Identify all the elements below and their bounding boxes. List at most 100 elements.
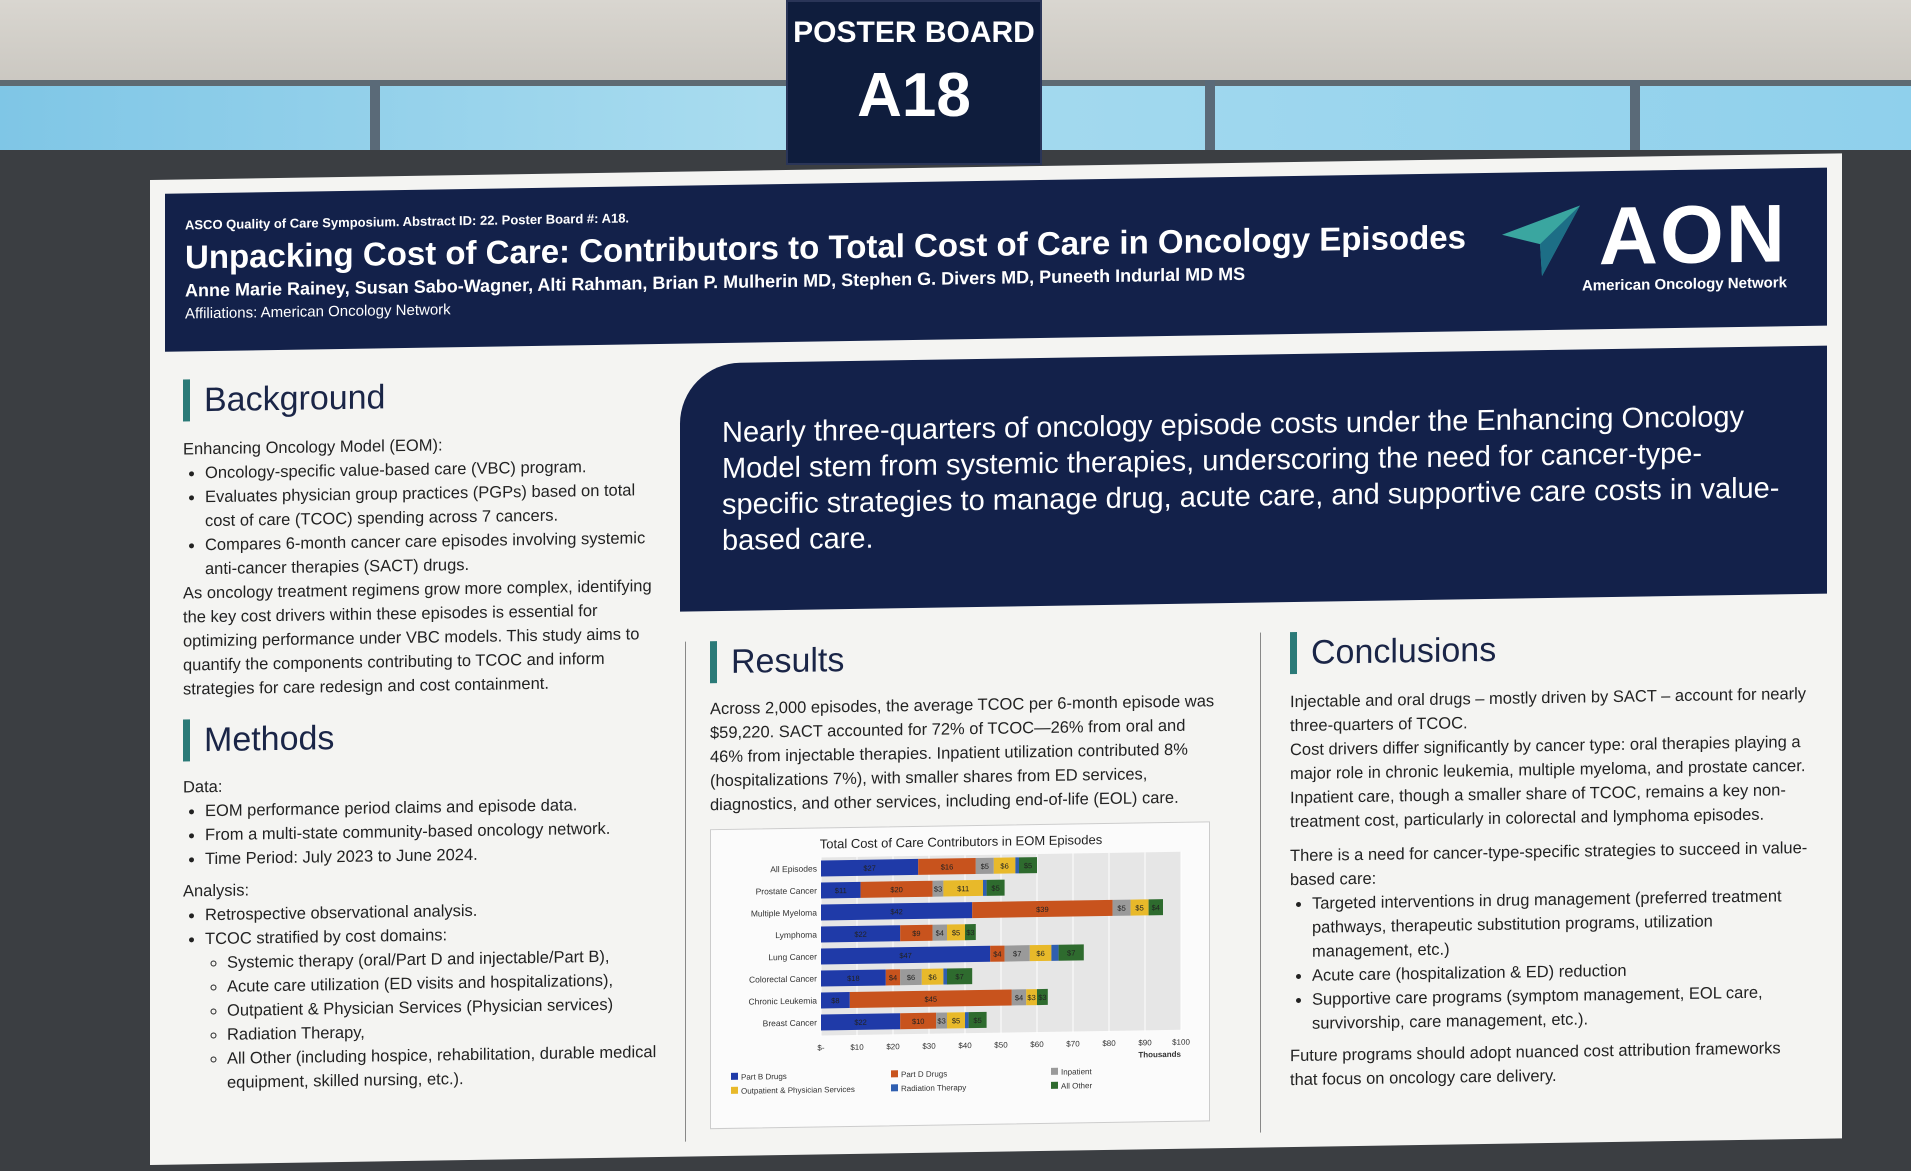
bar-segment (932, 880, 944, 897)
bar-segment (918, 858, 976, 875)
results-heading: Results (710, 633, 1220, 684)
logo-subtitle: American Oncology Network (1581, 274, 1787, 295)
data-label: $11 (835, 886, 847, 895)
bar-segment (1148, 899, 1164, 916)
data-label: $9 (912, 929, 920, 938)
bar-segment (1112, 899, 1131, 916)
data-label: $11 (957, 884, 969, 893)
bar-segment (821, 925, 901, 943)
bar-segment (1015, 857, 1019, 874)
bar-segment (821, 992, 850, 1009)
x-tick-label: $- (817, 1043, 824, 1052)
x-tick-label: $100 (1172, 1038, 1190, 1047)
data-label: $7 (1067, 948, 1075, 957)
bar-segment (983, 879, 987, 896)
bar-segment (1130, 899, 1149, 916)
bar-segment (1004, 945, 1030, 962)
conclusion-p2: Cost drivers differ significantly by can… (1290, 733, 1806, 832)
x-tick-label: $80 (1102, 1039, 1116, 1048)
conclusions-body: Injectable and oral drugs – mostly drive… (1290, 682, 1810, 1092)
legend-swatch (891, 1084, 898, 1092)
data-label: $4 (1152, 903, 1160, 912)
data-label: $3 (1027, 993, 1035, 1002)
data-label: $6 (1036, 949, 1044, 958)
bar-segment (972, 899, 1113, 919)
category-label: Lymphoma (775, 930, 817, 941)
bar-segment (947, 924, 965, 941)
bar-segment (1026, 989, 1038, 1006)
bar-segment (821, 881, 861, 899)
x-tick-label: $30 (922, 1042, 936, 1051)
list-item: Compares 6-month cancer care episodes in… (205, 526, 663, 581)
legend-swatch (731, 1072, 738, 1080)
list-item: All Other (including hospice, rehabilita… (227, 1040, 663, 1095)
bar-segment (936, 1012, 947, 1029)
data-label: $3 (966, 928, 974, 937)
bar-segment (943, 879, 983, 897)
data-label: $4 (993, 950, 1001, 959)
x-tick-label: $70 (1066, 1039, 1080, 1048)
background-paragraph: As oncology treatment regimens grow more… (183, 577, 652, 699)
methods-body: Data: EOM performance period claims and … (183, 768, 663, 1096)
data-label: $5 (1024, 861, 1032, 870)
x-tick-label: $50 (994, 1041, 1008, 1050)
data-label: $22 (854, 1018, 867, 1027)
data-label: $6 (1000, 862, 1008, 871)
data-label: $27 (863, 864, 876, 873)
bar-segment (932, 924, 948, 941)
bar-segment (900, 1012, 937, 1030)
conclusion-p3: There is a need for cancer-type-specific… (1290, 838, 1808, 890)
data-label: $6 (928, 973, 936, 982)
bar-segment (1058, 944, 1084, 961)
bar-segment (1019, 857, 1037, 874)
bar-segment (965, 924, 976, 941)
sign-label: POSTER BOARD (793, 16, 1035, 49)
bar-segment (1051, 944, 1059, 961)
key-message: Nearly three-quarters of oncology episod… (722, 400, 1780, 558)
poster-board-sign: POSTER BOARD A18 (786, 0, 1042, 165)
data-label: $3 (937, 1016, 945, 1025)
results-column: Results Across 2,000 episodes, the avera… (710, 633, 1220, 1130)
data-label: $22 (854, 930, 867, 939)
bar-segment (821, 969, 886, 987)
column-divider (685, 641, 686, 1142)
data-label: $42 (890, 907, 903, 916)
data-label: $4 (936, 929, 944, 938)
data-label: $7 (1013, 949, 1021, 958)
data-label: $18 (847, 974, 860, 983)
data-label: $3 (1038, 993, 1046, 1002)
chart-title: Total Cost of Care Contributors in EOM E… (820, 832, 1103, 851)
data-label: $4 (889, 973, 897, 982)
bar-segment (990, 945, 1005, 962)
legend-swatch (1051, 1081, 1058, 1089)
bar-segment (947, 968, 973, 985)
legend-swatch (731, 1086, 738, 1094)
logo-bird-icon (1501, 205, 1580, 277)
aon-logo: AON American Oncology Network (1501, 188, 1787, 295)
bar-segment (860, 880, 933, 898)
data-label: $5 (952, 1016, 960, 1025)
data-label: $5 (1117, 904, 1125, 913)
bar-segment (1037, 988, 1048, 1006)
bar-segment (965, 1012, 969, 1029)
logo-text: AON (1598, 188, 1787, 283)
bar-segment (900, 968, 922, 986)
column-divider (1260, 632, 1261, 1133)
conclusion-p1: Injectable and oral drugs – mostly drive… (1290, 684, 1807, 736)
bar-segment (821, 858, 919, 877)
list-item: Targeted interventions in drug managemen… (1312, 884, 1810, 964)
left-column: Background Enhancing Oncology Model (EOM… (183, 371, 663, 1096)
data-label: $3 (934, 885, 942, 894)
poster: ASCO Quality of Care Symposium. Abstract… (150, 153, 1842, 1166)
data-label: $39 (1036, 905, 1049, 914)
data-label: $5 (973, 1016, 981, 1025)
data-label: $20 (890, 885, 903, 894)
bar-segment (968, 1011, 987, 1029)
window-mullion (1205, 80, 1215, 160)
chart: Total Cost of Care Contributors in EOM E… (710, 821, 1210, 1130)
bar-segment (986, 879, 1005, 896)
category-label: Multiple Myeloma (751, 908, 817, 919)
bar-segment (821, 1013, 901, 1031)
bar-segment (1029, 944, 1052, 962)
x-axis-label: Thousands (1138, 1050, 1181, 1060)
